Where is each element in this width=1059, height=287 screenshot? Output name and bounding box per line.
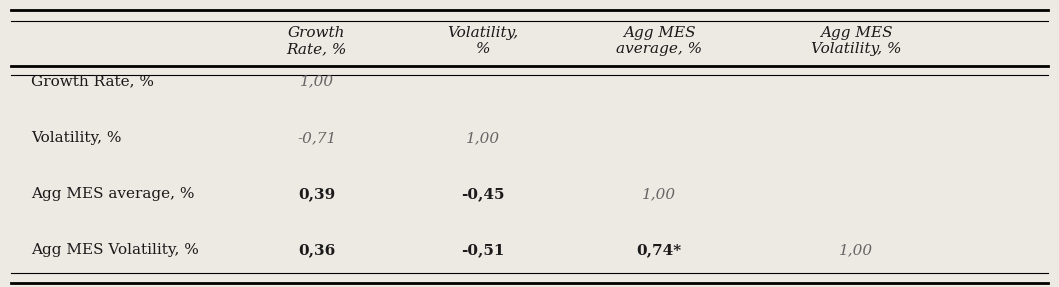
Text: Volatility, %: Volatility, % — [32, 131, 122, 145]
Text: Agg MES
average, %: Agg MES average, % — [616, 26, 702, 56]
Text: Growth
Rate, %: Growth Rate, % — [287, 26, 347, 56]
Text: -0,51: -0,51 — [461, 243, 504, 257]
Text: 1,00: 1,00 — [466, 131, 500, 145]
Text: 1,00: 1,00 — [840, 243, 874, 257]
Text: -0,45: -0,45 — [461, 187, 504, 201]
Text: 1,00: 1,00 — [642, 187, 677, 201]
Text: 0,36: 0,36 — [299, 243, 336, 257]
Text: 0,74*: 0,74* — [636, 243, 682, 257]
Text: Growth Rate, %: Growth Rate, % — [32, 75, 155, 89]
Text: Agg MES Volatility, %: Agg MES Volatility, % — [32, 243, 199, 257]
Text: Volatility,
%: Volatility, % — [447, 26, 518, 56]
Text: Agg MES average, %: Agg MES average, % — [32, 187, 195, 201]
Text: -0,71: -0,71 — [298, 131, 337, 145]
Text: Agg MES
Volatility, %: Agg MES Volatility, % — [811, 26, 901, 56]
Text: 0,39: 0,39 — [299, 187, 336, 201]
Text: 1,00: 1,00 — [300, 75, 334, 89]
